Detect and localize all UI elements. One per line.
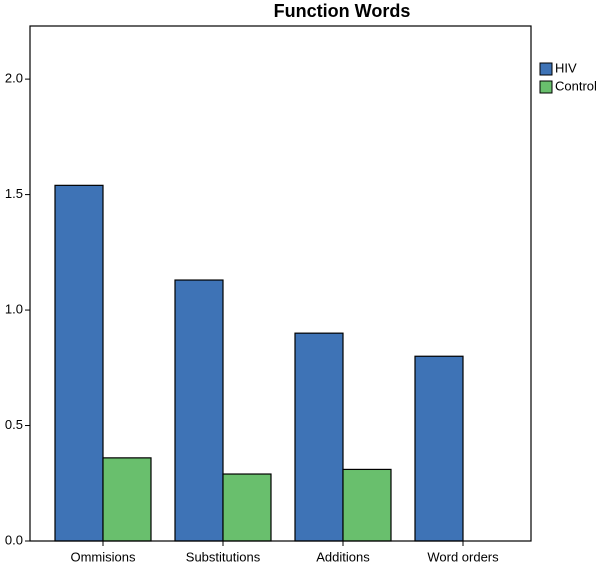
bar	[342, 468, 392, 542]
bar	[54, 184, 104, 542]
chart-title: Function Words	[274, 1, 411, 21]
bar	[102, 457, 152, 542]
x-tick-label: Word orders	[427, 549, 499, 564]
legend-swatch	[539, 62, 553, 76]
y-tick-label: 1.5	[5, 186, 23, 201]
legend-label: Control	[555, 78, 597, 93]
bar	[294, 332, 344, 542]
plot-frame	[29, 25, 532, 542]
legend-swatch	[539, 80, 553, 94]
legend-label: HIV	[555, 60, 577, 75]
y-tick-label: 1.0	[5, 301, 23, 316]
y-tick-label: 0.5	[5, 417, 23, 432]
bar	[414, 355, 464, 542]
x-tick-label: Substitutions	[186, 549, 261, 564]
y-tick-label: 2.0	[5, 71, 23, 86]
x-tick-label: Ommisions	[70, 549, 136, 564]
y-tick-label: 0.0	[5, 532, 23, 547]
bar	[174, 279, 224, 542]
x-tick-label: Additions	[316, 549, 370, 564]
bar	[222, 473, 272, 542]
